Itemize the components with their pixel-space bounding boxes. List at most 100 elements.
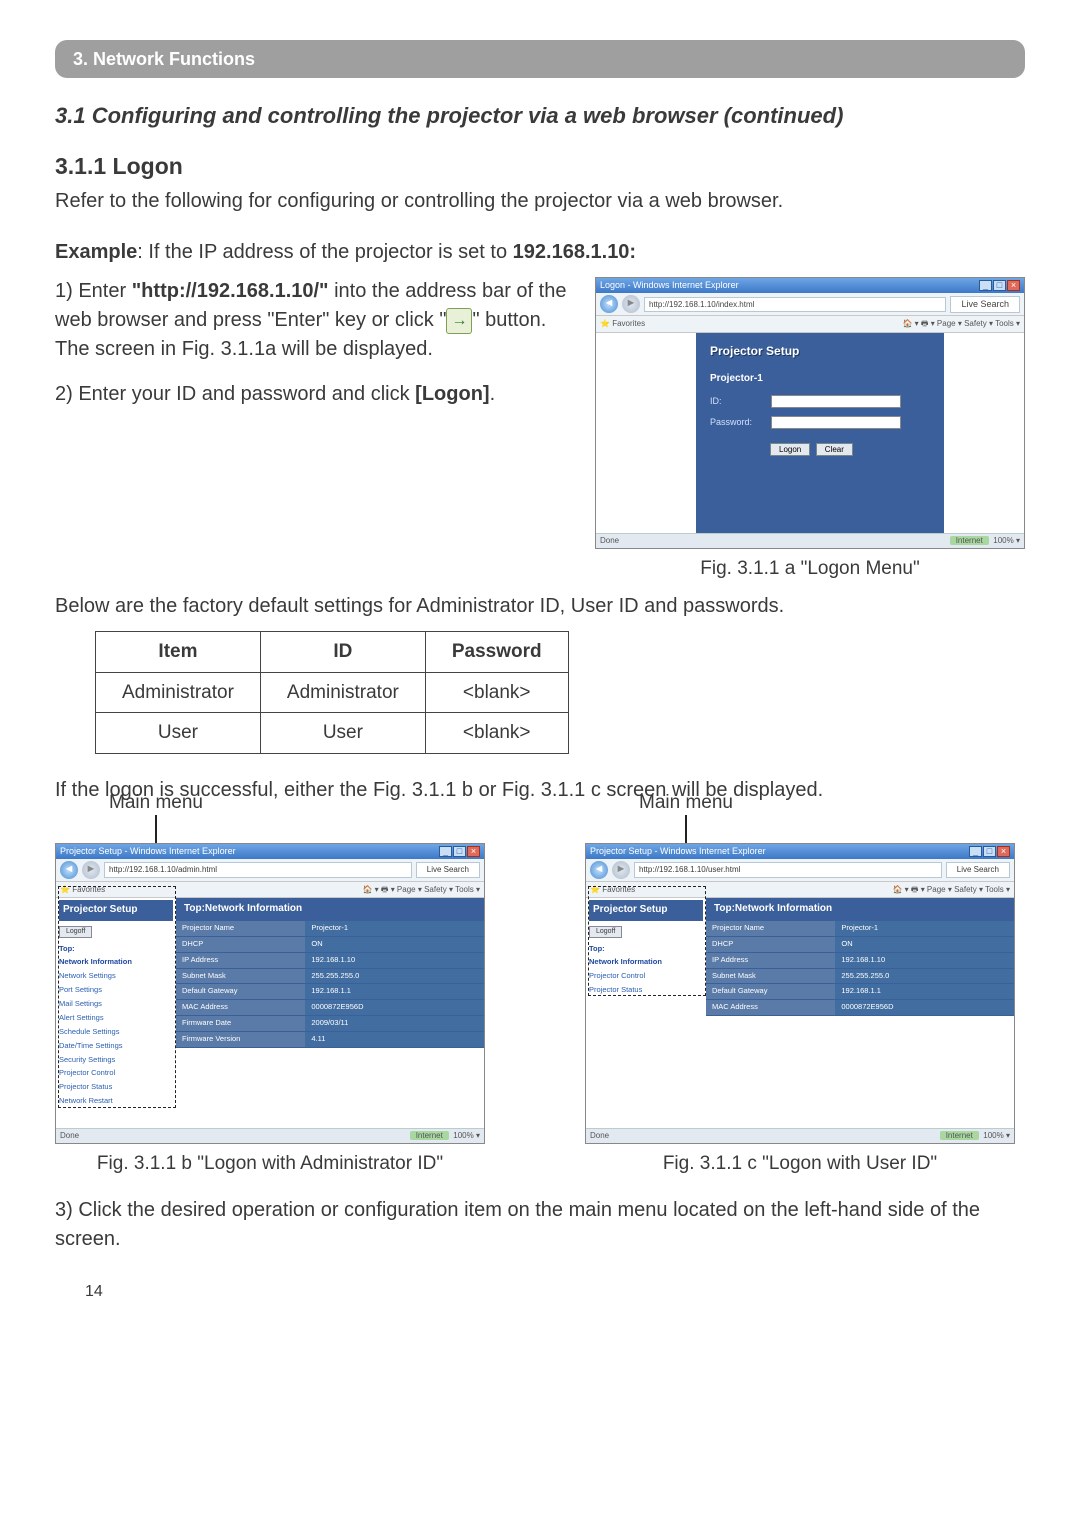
window-titlebar: Projector Setup - Windows Internet Explo… [56,844,484,859]
netinfo-header: Top:Network Information [706,898,1014,921]
address-bar[interactable]: http://192.168.1.10/admin.html [104,862,412,878]
toolbar-right[interactable]: 🏠 ▾ 🖶 ▾ Page ▾ Safety ▾ Tools ▾ [893,884,1011,896]
sidebar-item[interactable]: Projector Control [589,970,703,984]
main-menu-label-c: Main menu [639,789,733,817]
netinfo-row: Subnet Mask255.255.255.0 [176,968,484,984]
forward-icon[interactable]: ► [612,861,630,879]
search-box[interactable]: Live Search [950,296,1020,313]
minimize-icon[interactable]: _ [439,846,452,857]
netinfo-cell: Firmware Version [176,1032,305,1048]
netinfo-row: Projector NameProjector-1 [706,921,1014,936]
credentials-table: ItemIDPassword AdministratorAdministrato… [95,631,569,754]
netinfo-cell: Projector Name [176,921,305,936]
netinfo-cell: ON [305,936,484,952]
address-bar[interactable]: http://192.168.1.10/user.html [634,862,942,878]
main-menu-sidebar: Projector SetupLogoffTop:Network Informa… [586,898,706,1128]
forward-icon[interactable]: ► [622,295,640,313]
sidebar-item[interactable]: Top: [589,942,703,956]
page-number: 14 [85,1280,1025,1303]
sidebar-item[interactable]: Alert Settings [59,1011,173,1025]
netinfo-row: Default Gateway192.168.1.1 [706,984,1014,1000]
sidebar-item[interactable]: Network Restart [59,1095,173,1109]
step-1: 1) Enter "http://192.168.1.10/" into the… [55,277,577,364]
netinfo-cell: 255.255.255.0 [835,968,1014,984]
table-cell: <blank> [425,672,568,713]
table-cell: <blank> [425,713,568,754]
logon-button[interactable]: Logon [770,443,810,456]
sidebar-item[interactable]: Projector Status [589,984,703,998]
sidebar-item[interactable]: Top: [59,942,173,956]
netinfo-table: Projector NameProjector-1DHCPONIP Addres… [706,921,1014,1016]
netinfo-cell: 0000872E956D [305,1000,484,1016]
logoff-button[interactable]: Logoff [59,926,92,938]
netinfo-row: MAC Address0000872E956D [706,1000,1014,1016]
favorites-icon[interactable]: ⭐ [60,885,70,894]
netinfo-row: Firmware Version4.11 [176,1032,484,1048]
favorites-icon[interactable]: ⭐ [600,319,610,328]
fig-b-caption: Fig. 3.1.1 b "Logon with Administrator I… [55,1150,485,1178]
fig-c-caption: Fig. 3.1.1 c "Logon with User ID" [585,1150,1015,1178]
minimize-icon[interactable]: _ [969,846,982,857]
sidebar-item[interactable]: Network Information [589,956,703,970]
forward-icon[interactable]: ► [82,861,100,879]
clear-button[interactable]: Clear [816,443,853,456]
netinfo-row: IP Address192.168.1.10 [176,952,484,968]
id-label: ID: [710,395,765,408]
main-menu-sidebar: Projector SetupLogoffTop:Network Informa… [56,898,176,1128]
sidebar-item[interactable]: Date/Time Settings [59,1039,173,1053]
back-icon[interactable]: ◄ [600,295,618,313]
address-bar[interactable]: http://192.168.1.10/index.html [644,297,946,313]
sidebar-item[interactable]: Network Information [59,956,173,970]
maximize-icon[interactable]: □ [983,846,996,857]
sidebar-item[interactable]: Projector Control [59,1067,173,1081]
sidebar-item[interactable]: Port Settings [59,984,173,998]
netinfo-row: DHCPON [176,936,484,952]
table-cell: User [260,713,425,754]
maximize-icon[interactable]: □ [993,280,1006,291]
status-bar: Done Internet 100% ▾ [596,533,1024,548]
sidebar-item[interactable]: Projector Status [59,1081,173,1095]
toolbar-right[interactable]: 🏠 ▾ 🖶 ▾ Page ▾ Safety ▾ Tools ▾ [903,318,1021,330]
sidebar-item[interactable]: Schedule Settings [59,1025,173,1039]
id-input[interactable] [771,395,901,408]
netinfo-cell: Default Gateway [706,984,835,1000]
netinfo-cell: Projector-1 [835,921,1014,936]
netinfo-cell: Firmware Date [176,1016,305,1032]
search-box[interactable]: Live Search [416,862,480,878]
close-icon[interactable]: × [997,846,1010,857]
step-3: 3) Click the desired operation or config… [55,1196,1025,1254]
sidebar-item[interactable]: Security Settings [59,1053,173,1067]
netinfo-cell: Default Gateway [176,984,305,1000]
favorites-icon[interactable]: ⭐ [590,885,600,894]
sidebar-item[interactable]: Mail Settings [59,998,173,1012]
close-icon[interactable]: × [467,846,480,857]
table-row: AdministratorAdministrator<blank> [96,672,569,713]
maximize-icon[interactable]: □ [453,846,466,857]
window-titlebar: Logon - Windows Internet Explorer _□× [596,278,1024,293]
back-icon[interactable]: ◄ [590,861,608,879]
netinfo-row: Subnet Mask255.255.255.0 [706,968,1014,984]
fig-c-screenshot: Projector Setup - Windows Internet Explo… [585,843,1015,1144]
netinfo-row: IP Address192.168.1.10 [706,952,1014,968]
fig-a-caption: Fig. 3.1.1 a "Logon Menu" [595,555,1025,583]
blank-right [944,333,1024,533]
search-box[interactable]: Live Search [946,862,1010,878]
fig-a-screenshot: Logon - Windows Internet Explorer _□× ◄ … [595,277,1025,548]
close-icon[interactable]: × [1007,280,1020,291]
example-line: Example: If the IP address of the projec… [55,238,1025,267]
netinfo-cell: 0000872E956D [835,1000,1014,1016]
window-title: Logon - Windows Internet Explorer [600,279,739,292]
defaults-paragraph: Below are the factory default settings f… [55,592,1025,621]
back-icon[interactable]: ◄ [60,861,78,879]
main-menu-label-b: Main menu [109,789,203,817]
minimize-icon[interactable]: _ [979,280,992,291]
password-input[interactable] [771,416,901,429]
section-bar: 3. Network Functions [55,40,1025,78]
logoff-button[interactable]: Logoff [589,926,622,938]
netinfo-table: Projector NameProjector-1DHCPONIP Addres… [176,921,484,1048]
netinfo-cell: DHCP [706,936,835,952]
netinfo-cell: Subnet Mask [176,968,305,984]
go-arrow-icon: → [446,308,472,333]
toolbar-right[interactable]: 🏠 ▾ 🖶 ▾ Page ▾ Safety ▾ Tools ▾ [363,884,481,896]
sidebar-item[interactable]: Network Settings [59,970,173,984]
